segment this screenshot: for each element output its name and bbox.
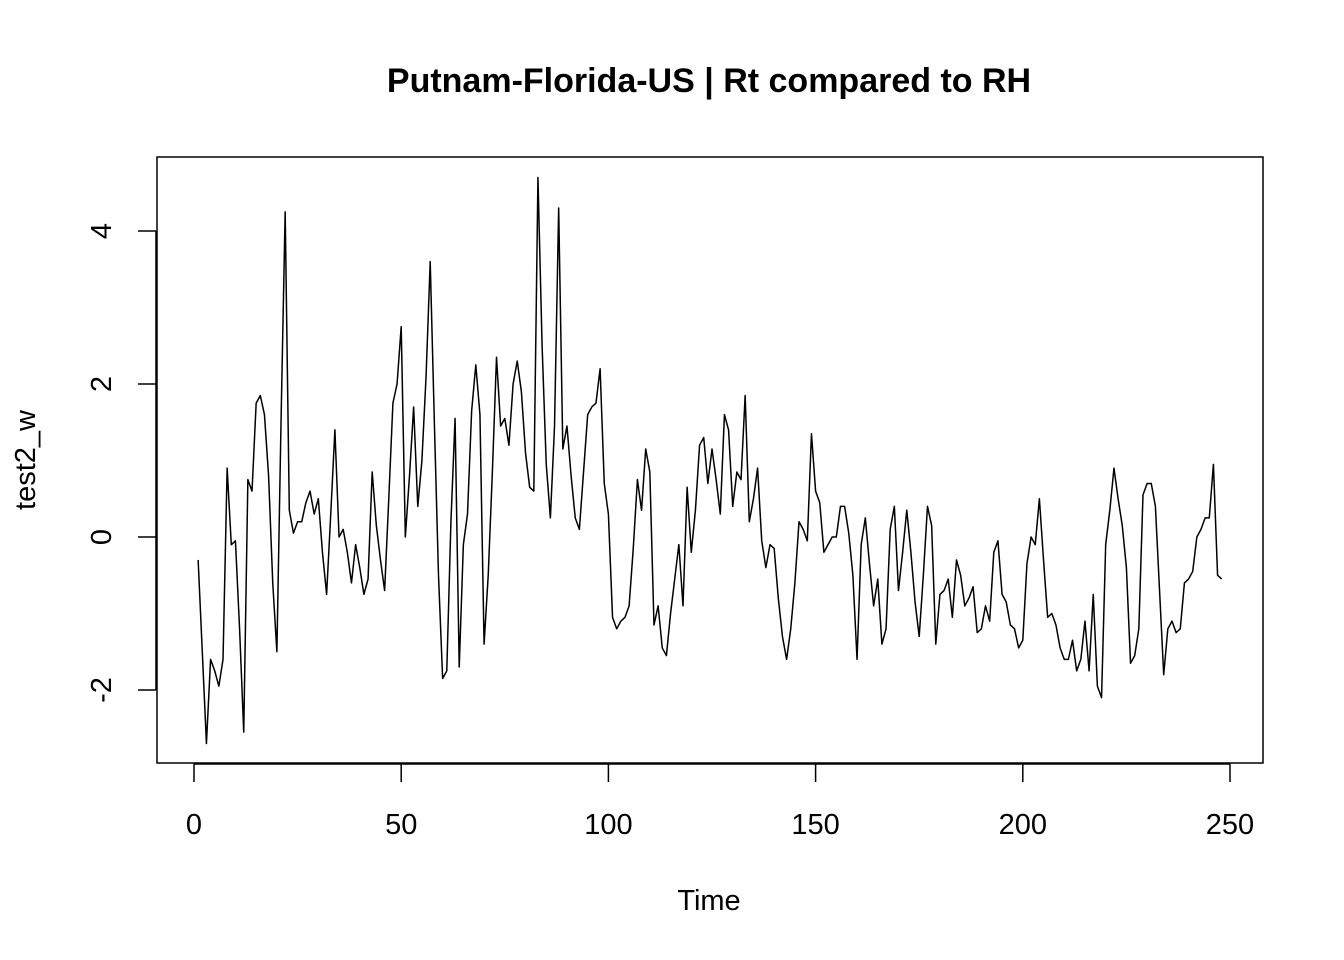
- x-axis-label: Time: [677, 885, 740, 917]
- y-tick-label: 0: [86, 529, 118, 545]
- plot-frame: [156, 156, 1264, 764]
- x-axis: 0 50 100 150 200 250: [186, 763, 1254, 841]
- y-tick-label: 4: [86, 223, 118, 239]
- x-tick-label: 50: [385, 809, 417, 841]
- chart-title: Putnam-Florida-US | Rt compared to RH: [387, 62, 1031, 100]
- x-tick-label: 250: [1206, 809, 1254, 841]
- y-axis-label: test2_w: [10, 409, 42, 510]
- x-tick-label: 150: [791, 809, 839, 841]
- y-tick-label: 2: [86, 376, 118, 392]
- y-axis: -2 0 2 4: [86, 223, 157, 703]
- x-tick-label: 100: [584, 809, 632, 841]
- y-tick-label: -2: [86, 677, 118, 703]
- x-tick-label: 200: [999, 809, 1047, 841]
- x-tick-label: 0: [186, 809, 202, 841]
- series-line: [197, 176, 1223, 745]
